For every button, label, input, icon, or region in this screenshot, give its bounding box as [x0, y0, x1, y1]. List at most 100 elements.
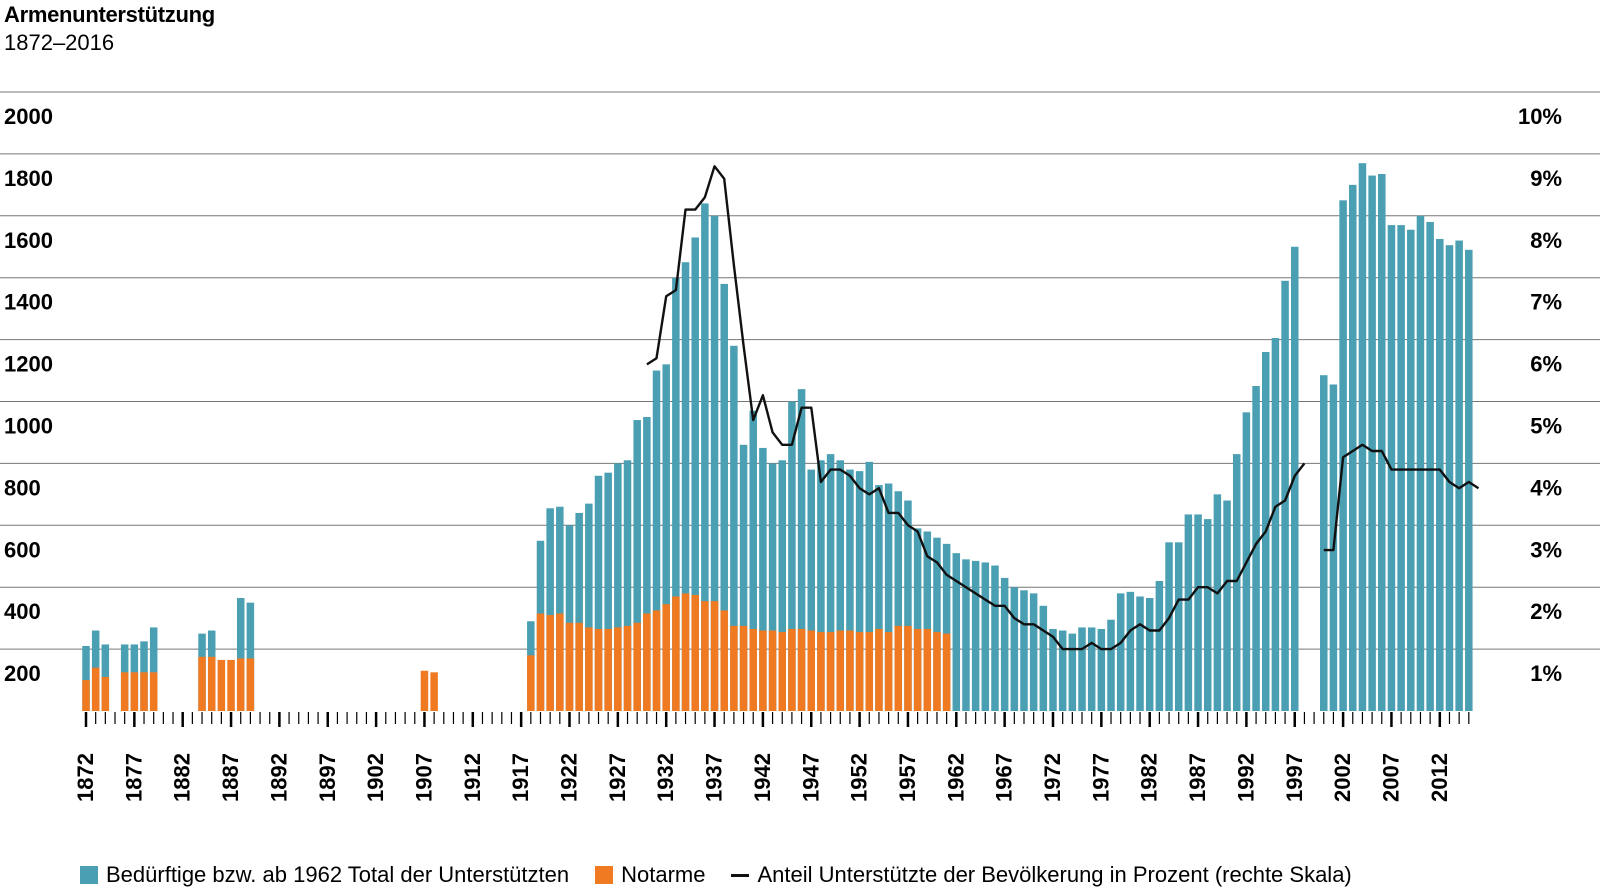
bar-notarme — [207, 656, 216, 711]
bar-notarme — [710, 601, 719, 711]
bar-notarme — [681, 593, 690, 711]
x-tick-label: 1877 — [121, 753, 146, 802]
y-tick-label-right: 4% — [1530, 475, 1562, 500]
bar-notarme — [672, 596, 680, 711]
bar-beduerftige — [1020, 590, 1028, 711]
bar-notarme — [797, 628, 806, 711]
y-tick-label-right: 9% — [1530, 166, 1562, 191]
bar-beduerftige — [701, 203, 709, 712]
bar-notarme — [739, 625, 748, 711]
bar-notarme — [807, 630, 815, 711]
bar-beduerftige — [894, 491, 903, 711]
y-tick-label-left: 1400 — [4, 290, 53, 315]
bar-notarme — [149, 672, 158, 711]
legend-item-notarme: Notarme — [595, 862, 705, 888]
bar-beduerftige — [884, 483, 893, 711]
bar-beduerftige — [1281, 280, 1289, 711]
bar-beduerftige — [788, 401, 796, 711]
legend-label-notarme: Notarme — [621, 862, 706, 887]
bar-beduerftige — [1078, 627, 1086, 711]
legend-item-beduerftige: Bedürftige bzw. ab 1962 Total der Unters… — [80, 862, 569, 888]
bar-beduerftige — [1378, 174, 1386, 711]
bar-beduerftige — [1165, 542, 1173, 711]
bar-beduerftige — [1155, 581, 1164, 711]
x-tick-label: 1892 — [266, 753, 291, 802]
bar-beduerftige — [1000, 577, 1009, 711]
bar-beduerftige — [604, 472, 612, 711]
x-tick-label: 1997 — [1282, 753, 1307, 802]
bar-notarme — [701, 601, 709, 711]
y-tick-label-right: 10% — [1518, 104, 1562, 129]
x-tick-label: 1947 — [798, 753, 823, 802]
bar-notarme — [730, 625, 738, 711]
bar-beduerftige — [923, 531, 932, 711]
y-tick-label-left: 1600 — [4, 228, 53, 253]
bar-notarme — [565, 622, 574, 711]
bar-notarme — [198, 656, 206, 711]
bar-beduerftige — [836, 460, 845, 711]
bar-beduerftige — [846, 469, 854, 711]
bar-beduerftige — [565, 525, 574, 711]
x-tick-label: 1917 — [508, 753, 533, 802]
bar-notarme — [662, 604, 670, 711]
bar-beduerftige — [807, 469, 815, 711]
bar-beduerftige — [1368, 175, 1376, 711]
bar-beduerftige — [691, 237, 699, 711]
bar-beduerftige — [594, 475, 603, 711]
bar-beduerftige — [768, 463, 777, 711]
bar-beduerftige — [1126, 591, 1135, 711]
chart-svg: 2000 10% 1800 9% 1600 8% 1400 7% 1200 6% 1000 5% 800… — [0, 91, 1600, 802]
bar-beduerftige — [1426, 221, 1434, 712]
bar-notarme — [643, 613, 651, 711]
bar-notarme — [633, 622, 641, 711]
x-tick-label: 1927 — [605, 753, 630, 802]
bar-beduerftige — [1136, 596, 1144, 711]
x-tick-label: 1977 — [1088, 753, 1113, 802]
legend-swatch-beduerftige — [80, 866, 98, 884]
bar-notarme — [614, 627, 622, 711]
x-tick-label: 1932 — [653, 753, 678, 802]
bar-notarme — [720, 610, 728, 711]
y-tick-label-left: 1800 — [4, 166, 53, 191]
bar-notarme — [594, 628, 603, 711]
bar-notarme — [933, 632, 941, 711]
bar-notarme — [227, 659, 235, 711]
bar-notarme — [546, 615, 554, 711]
bar-notarme — [884, 632, 893, 711]
bar-notarme — [236, 658, 245, 711]
bar-beduerftige — [1049, 628, 1057, 711]
bar-beduerftige — [749, 410, 757, 711]
bar-notarme — [420, 670, 429, 711]
bar-beduerftige — [1465, 249, 1473, 711]
y-tick-label-left: 400 — [4, 599, 41, 624]
x-tick-label: 1957 — [895, 753, 920, 802]
bar-notarme — [575, 622, 583, 711]
x-tick-label: 1912 — [460, 753, 485, 802]
bar-beduerftige — [1097, 628, 1106, 711]
bar-beduerftige — [826, 454, 835, 711]
line-anteil-segment-1 — [646, 165, 1306, 651]
x-tick-label: 1987 — [1185, 753, 1210, 802]
x-tick-label: 1992 — [1233, 753, 1258, 802]
bar-notarme — [82, 680, 90, 711]
bar-beduerftige — [1271, 338, 1280, 711]
y-tick-label-left: 2000 — [4, 104, 53, 129]
bar-notarme — [826, 632, 835, 711]
x-tick-label: 1887 — [218, 753, 243, 802]
bar-beduerftige — [1039, 605, 1048, 711]
legend-item-anteil: Anteil Unterstützte der Bevölkerung in P… — [731, 862, 1352, 888]
bar-beduerftige — [904, 500, 912, 711]
y-tick-label-right: 1% — [1530, 661, 1562, 686]
bar-beduerftige — [1203, 519, 1212, 711]
bar-notarme — [875, 628, 883, 711]
bar-beduerftige — [739, 444, 748, 711]
chart-subtitle: 1872–2016 — [4, 30, 115, 55]
bar-beduerftige — [546, 508, 554, 711]
bar-beduerftige — [991, 565, 999, 711]
bar-beduerftige — [633, 420, 641, 711]
bar-beduerftige — [913, 528, 922, 711]
x-tick-label: 1972 — [1040, 753, 1065, 802]
bar-notarme — [913, 628, 922, 711]
bar-beduerftige — [149, 627, 158, 711]
bar-beduerftige — [855, 471, 864, 711]
